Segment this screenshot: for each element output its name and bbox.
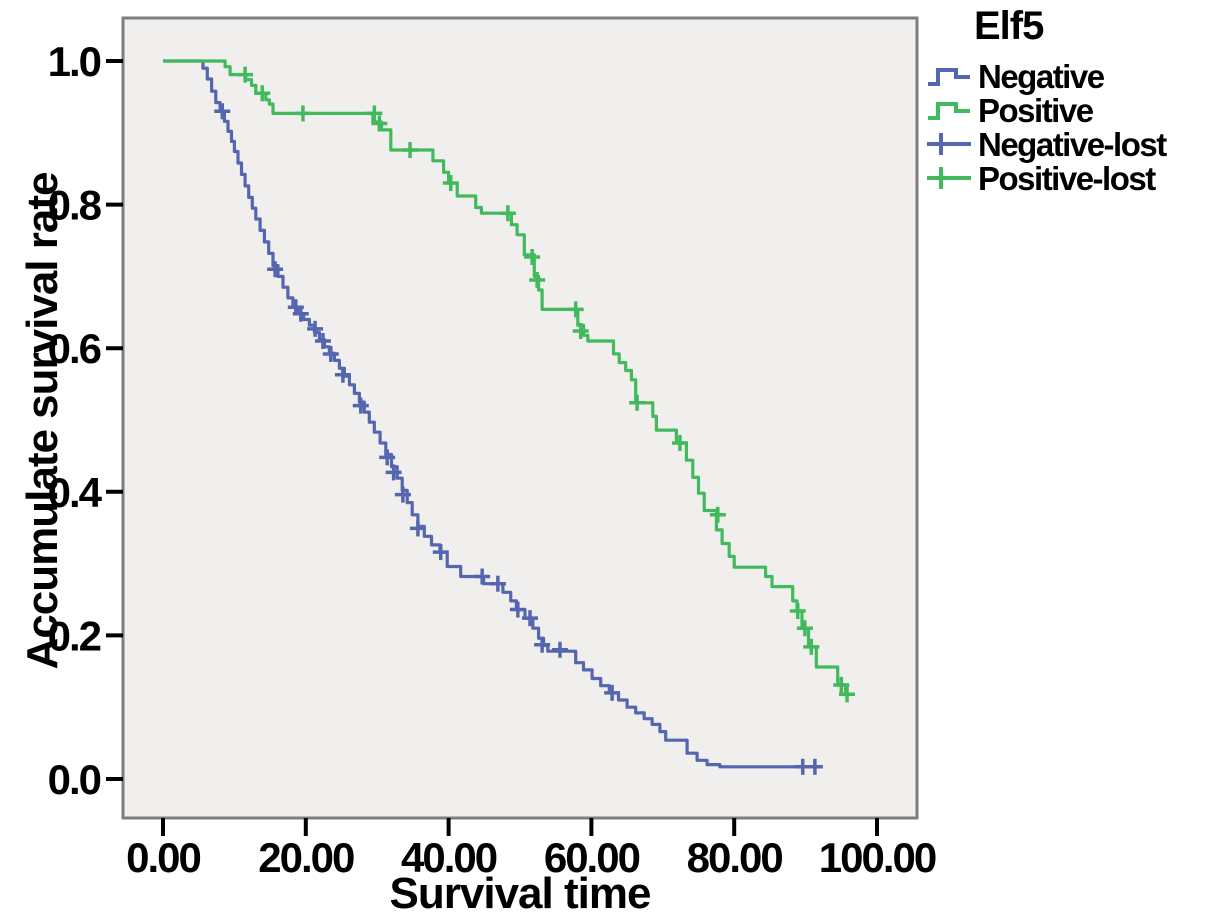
positive-censor-mark (796, 620, 813, 637)
positive-censor-mark (294, 105, 311, 122)
positive-censor-mark (499, 205, 516, 222)
plot-area (121, 16, 919, 820)
y-tick-label: 0.2 (48, 612, 101, 659)
positive-censor-mark (524, 249, 541, 266)
negative-censor-mark (604, 684, 621, 701)
legend-label-positive: Positive (978, 91, 1094, 129)
negative-censor-mark (474, 568, 491, 585)
negative-censor-mark (322, 345, 339, 362)
legend-item-positive: Positive (926, 93, 1204, 127)
negative-censor-mark (352, 397, 369, 414)
legend-item-negative-lost: Negative-lost (926, 127, 1204, 161)
negative-censor-mark (409, 520, 426, 537)
positive-censor-mark (839, 686, 856, 703)
x-tick-label: 40.00 (401, 834, 497, 881)
negative-censor-mark (334, 366, 351, 383)
positive-censor-mark (629, 394, 646, 411)
negative-censor-mark (509, 601, 526, 618)
step-line-symbol (928, 68, 970, 86)
censor-plus-icon (927, 167, 971, 189)
negative-censor-mark (806, 758, 823, 775)
positive-censor-mark (803, 638, 820, 655)
positive-censor-mark (833, 676, 850, 693)
negative-censor-mark (521, 610, 538, 627)
positive-censor-mark (254, 85, 271, 102)
legend-item-positive-lost: Positive-lost (926, 161, 1204, 195)
positive-censor-mark (237, 66, 254, 83)
y-tick-label: 0.8 (48, 182, 102, 229)
censor-plus-icon (927, 133, 971, 155)
positive-censor-mark (572, 322, 589, 339)
legend-item-negative: Negative (926, 59, 1204, 93)
negative-censor-mark (385, 464, 402, 481)
y-tick-label: 1.0 (48, 38, 101, 85)
x-tick-label: 20.00 (258, 834, 354, 881)
negative-censor-mark (267, 261, 284, 278)
y-tick-label: 0.0 (48, 756, 101, 803)
legend-label-negative-lost: Negative-lost (978, 125, 1167, 163)
positive-censor-mark (442, 175, 459, 192)
positive-censor-mark (789, 602, 806, 619)
positive-censor-mark (529, 271, 546, 288)
x-tick-label: 60.00 (544, 834, 640, 881)
x-tick-label: 80.00 (687, 834, 783, 881)
axis-ticks: 0.00 20.00 40.00 60.00 80.00 100.00 0.0 0.2 0.4 0… (48, 38, 938, 881)
negative-censor-mark (292, 305, 309, 322)
negative-censor-mark (432, 544, 449, 561)
negative-censor-mark (489, 575, 506, 592)
positive-censor-mark (671, 434, 688, 451)
positive-censor-mark (366, 105, 383, 122)
x-axis-title: Survival time (390, 869, 651, 918)
negative-censor-mark (214, 103, 231, 120)
negative-censor-mark (379, 449, 396, 466)
negative-censor-mark (551, 641, 568, 658)
negative-censor-mark (314, 333, 331, 350)
legend-label-negative: Negative (978, 57, 1105, 95)
negative-censor-mark (394, 486, 411, 503)
negative-censor-mark (534, 636, 551, 653)
positive-censor-mark (567, 301, 584, 318)
negative-curve (163, 59, 818, 769)
legend-title: Elf5 (974, 4, 1044, 48)
legend: Elf5 Negative Positive Negative-lost (926, 4, 1204, 195)
step-line-symbol (928, 102, 970, 120)
x-tick-label: 100.00 (819, 834, 936, 881)
y-axis-title: Accumulate survival rate (18, 173, 67, 670)
legend-label-positive-lost: Positive-lost (978, 159, 1156, 197)
positive-censor-mark (709, 506, 726, 523)
y-tick-label: 0.6 (48, 325, 101, 372)
y-tick-label: 0.4 (48, 469, 103, 516)
negative-censor-mark (307, 320, 324, 337)
positive-censor-mark (402, 142, 419, 159)
survival-curves (163, 59, 856, 775)
x-tick-label: 0.00 (126, 834, 200, 881)
positive-censor-mark (371, 115, 388, 132)
